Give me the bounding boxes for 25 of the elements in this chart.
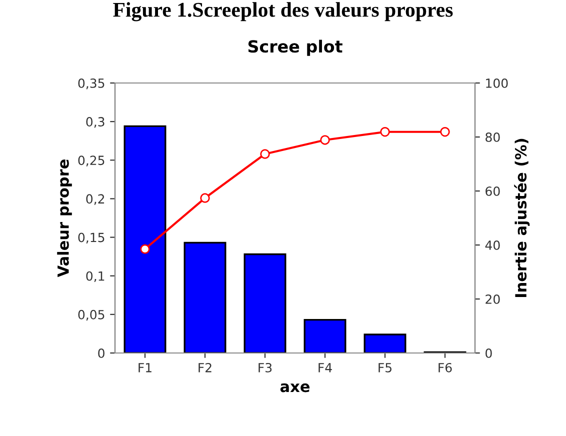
- caption: Figure 1.Screeplot des valeurs propres: [113, 2, 453, 22]
- y2-tick-label: 20: [486, 294, 500, 304]
- y-tick-label: 0,25: [78, 156, 104, 166]
- y2-tick-label: 40: [485, 240, 500, 250]
- y-tick-label: 0,3: [86, 117, 104, 128]
- y-tick-label: 0,1: [86, 271, 104, 282]
- y-tick-label: 0,35: [78, 78, 104, 90]
- x-tick-label: F6: [438, 362, 452, 372]
- y2-tick-label: 0: [486, 348, 492, 358]
- y-tick-label: 0,15: [78, 232, 104, 244]
- x-tick-label: F3: [258, 362, 272, 372]
- x-tick-label: F4: [318, 363, 332, 372]
- chart-title: Scree plot: [248, 40, 342, 56]
- y2-tick-label: 100: [486, 78, 508, 88]
- y2-axis-title: Inertie ajustée (%): [514, 138, 530, 298]
- y-tick-label: 0,2: [86, 194, 104, 205]
- y-tick-label: 0: [98, 348, 104, 358]
- y-axis-title: Valeur propre: [57, 160, 72, 278]
- x-tick-label: F2: [198, 362, 212, 372]
- x-tick-label: F1: [138, 363, 152, 372]
- x-tick-label: F5: [378, 363, 392, 372]
- y2-tick-label: 60: [486, 186, 500, 196]
- y2-tick-label: 80: [486, 132, 500, 142]
- y-tick-label: 0,05: [78, 310, 104, 321]
- x-axis-title: axe: [280, 383, 310, 392]
